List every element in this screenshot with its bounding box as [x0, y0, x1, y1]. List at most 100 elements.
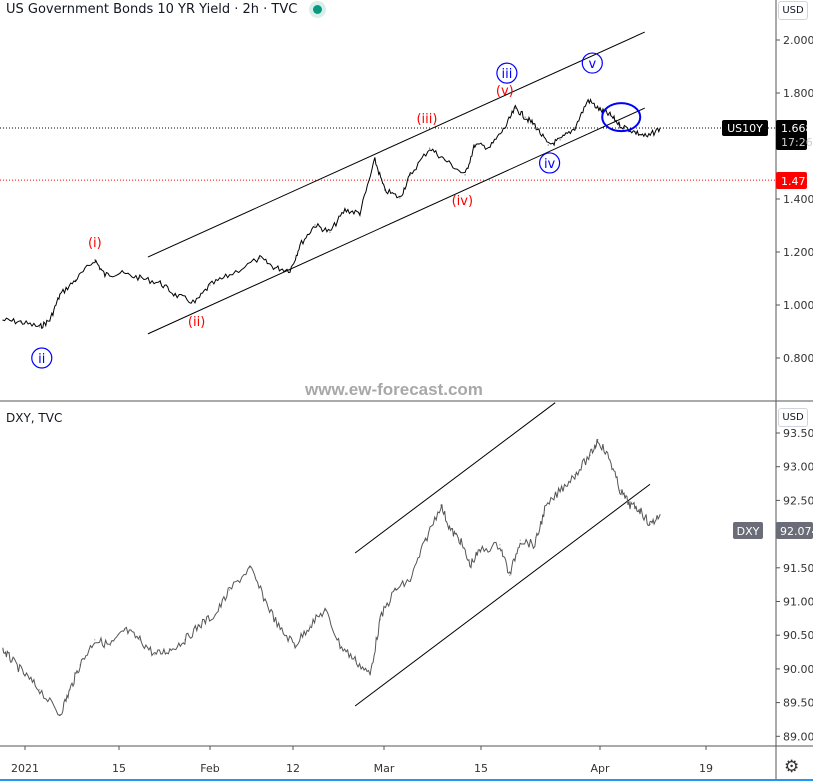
currency-button-top[interactable]: USD: [778, 1, 808, 20]
dxy-axis-tick-label: 90.000: [783, 663, 813, 676]
us10y-channel-line-upper[interactable]: [147, 31, 645, 258]
us10y-data-point: [94, 259, 96, 261]
dxy-data-point: [154, 654, 156, 656]
symbol-label-dxy: DXY: [737, 525, 760, 538]
dxy-data-point: [574, 474, 576, 476]
symbol-label-bg: [722, 120, 768, 136]
time-tick-label: 15: [474, 762, 488, 775]
time-tick-label: 12: [286, 762, 300, 775]
dxy-data-point: [354, 659, 356, 661]
us10y-data-point: [104, 274, 106, 276]
dxy-data-point: [59, 714, 61, 716]
time-tick-label: Feb: [200, 762, 219, 775]
us10y-data-point: [229, 274, 231, 276]
highlight-ellipse[interactable]: [601, 102, 642, 133]
us10y-data-point: [474, 144, 476, 146]
bar-countdown: 17:26: [781, 136, 813, 149]
wave-label: (iv): [452, 194, 473, 209]
dxy-data-point: [124, 629, 126, 631]
us10y-axis-tick-label: 2.000: [783, 34, 813, 47]
us10y-data-point: [59, 294, 61, 296]
dxy-data-point: [619, 489, 621, 491]
wave-label: v: [588, 57, 596, 72]
wave-label: (i): [88, 236, 102, 251]
wave-label: (iii): [416, 112, 437, 127]
us10y-data-point: [194, 302, 196, 304]
us10y-data-point: [374, 159, 376, 161]
wave-circle-icon: [496, 62, 518, 84]
dxy-data-point: [309, 624, 311, 626]
wave-label: ii: [38, 352, 45, 367]
us10y-channel-line-lower[interactable]: [147, 107, 645, 335]
us10y-data-point: [504, 127, 506, 129]
dxy-axis-tick-label: 90.500: [783, 629, 813, 642]
dxy-data-point: [339, 644, 341, 646]
dxy-data-point: [459, 539, 461, 541]
dxy-data-point: [519, 539, 521, 541]
dxy-data-point: [589, 454, 591, 456]
wave-circle-icon: [581, 52, 603, 74]
dxy-data-point: [509, 574, 511, 576]
us10y-axis-tick-label: 1.800: [783, 87, 813, 100]
us10y-data-point: [74, 279, 76, 281]
dxy-data-point: [597, 439, 599, 441]
alert-price-value: 1.471: [781, 175, 813, 188]
us10y-data-point: [314, 224, 316, 226]
time-tick-label: 19: [699, 762, 713, 775]
dxy-last-price-value: 92.074: [780, 525, 813, 538]
us10y-data-point: [119, 272, 121, 274]
market-status-dot-icon: [313, 5, 323, 14]
dxy-data-point: [199, 624, 201, 626]
us10y-data-point: [259, 257, 261, 259]
dxy-axis-tick-label: 93.000: [783, 461, 813, 474]
dxy-data-point: [279, 629, 281, 631]
us10y-data-point: [489, 146, 491, 148]
dxy-data-point: [450, 529, 452, 531]
us10y-data-point: [534, 124, 536, 126]
us10y-data-point: [49, 319, 51, 321]
dxy-channel-line-upper[interactable]: [354, 402, 556, 554]
dxy-last-price-bg: [776, 522, 813, 539]
wave-label: iv: [544, 157, 556, 172]
time-tick-label: Apr: [590, 762, 610, 775]
time-tick-label: 2021: [11, 762, 39, 775]
us10y-data-point: [344, 209, 346, 211]
dxy-data-point: [79, 664, 81, 666]
dxy-data-point: [425, 539, 427, 541]
wave-label: iii: [501, 67, 512, 82]
dxy-symbol-label-bg: [733, 522, 763, 539]
us10y-data-point: [574, 127, 576, 129]
dxy-data-point: [409, 579, 411, 581]
us10y-data-point: [359, 212, 361, 214]
dxy-data-point: [499, 544, 501, 546]
us10y-data-point: [634, 131, 636, 133]
dxy-data-point: [534, 544, 536, 546]
dxy-data-point: [629, 504, 631, 506]
us10y-data-point: [299, 244, 301, 246]
chart-title: US Government Bonds 10 YR Yield · 2h · T…: [6, 2, 323, 17]
dxy-data-point: [2, 649, 4, 651]
us10y-data-point: [587, 99, 589, 101]
us10y-data-point: [514, 107, 516, 109]
symbol-label-us10y: US10Y: [727, 122, 763, 135]
dxy-legend: DXY, TVC: [6, 411, 63, 425]
dxy-data-point: [39, 689, 41, 691]
bottom-accent-bar: [0, 779, 813, 781]
us10y-price-line: [2, 97, 661, 330]
last-price-label-bg: [776, 120, 807, 150]
us10y-axis-tick-label: 1.000: [783, 299, 813, 312]
dxy-data-point: [379, 619, 381, 621]
currency-button-bottom[interactable]: USD: [778, 408, 808, 427]
dxy-channel-line-lower[interactable]: [354, 483, 651, 707]
dxy-data-point: [479, 549, 481, 551]
time-tick-label: Mar: [374, 762, 395, 775]
dxy-data-point: [369, 674, 371, 676]
dxy-data-point: [11, 659, 13, 661]
dxy-axis-tick-label: 89.500: [783, 697, 813, 710]
us10y-data-point: [289, 269, 291, 271]
dxy-axis-tick-label: 91.500: [783, 562, 813, 575]
us10y-data-point: [659, 127, 661, 129]
us10y-data-point: [39, 326, 41, 328]
gear-icon[interactable]: ⚙: [784, 757, 800, 777]
